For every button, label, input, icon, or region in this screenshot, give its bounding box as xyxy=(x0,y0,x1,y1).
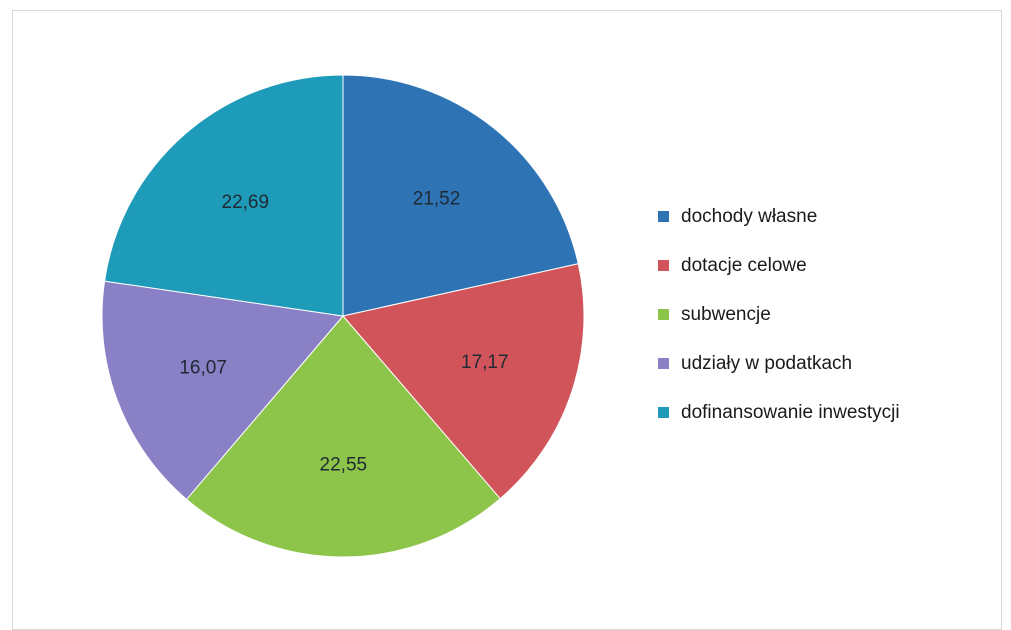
pie-slice-2 xyxy=(342,263,585,500)
pie-slice-5 xyxy=(103,74,344,317)
legend-item: dofinansowanie inwestycji xyxy=(658,400,1008,425)
legend-swatch xyxy=(658,260,669,271)
pie-slices xyxy=(101,74,585,558)
pie-slice-4 xyxy=(101,280,344,501)
legend-label: subwencje xyxy=(681,303,771,325)
legend-item: udziały w podatkach xyxy=(658,351,1008,376)
pie-slice-3 xyxy=(185,315,501,558)
legend-label: dofinansowanie inwestycji xyxy=(681,401,900,423)
chart-legend: dochody własne dotacje celowe subwencje … xyxy=(658,204,1008,449)
pie-data-labels: 21,52 17,17 22,55 16,07 22,69 xyxy=(179,188,508,475)
pie-data-label: 22,55 xyxy=(320,454,368,475)
legend-label: udziały w podatkach xyxy=(681,352,853,374)
legend-swatch xyxy=(658,407,669,418)
legend-swatch xyxy=(658,309,669,320)
legend-label: dotacje celowe xyxy=(681,254,807,276)
legend-item: subwencje xyxy=(658,302,1008,327)
pie-data-label: 21,52 xyxy=(413,188,461,209)
legend-swatch xyxy=(658,358,669,369)
legend-label: dochody własne xyxy=(681,205,818,227)
pie-chart: 21,52 17,17 22,55 16,07 22,69 xyxy=(101,74,585,558)
legend-item: dochody własne xyxy=(658,204,1008,229)
legend-item: dotacje celowe xyxy=(658,253,1008,278)
pie-data-label: 22,69 xyxy=(222,192,270,213)
pie-data-label: 17,17 xyxy=(461,352,509,373)
legend-swatch xyxy=(658,211,669,222)
pie-slice-1 xyxy=(342,74,579,317)
pie-data-label: 16,07 xyxy=(179,358,227,379)
